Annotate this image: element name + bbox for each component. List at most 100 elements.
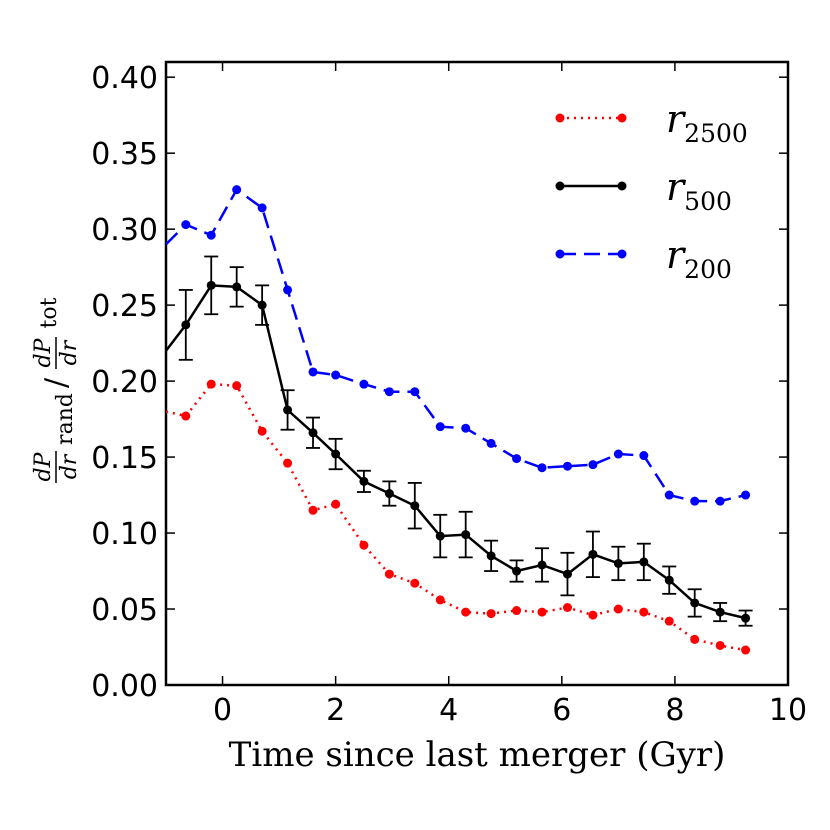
data-point-r200 <box>664 490 674 500</box>
data-point-r200 <box>741 490 751 500</box>
data-point-r500 <box>486 551 496 561</box>
data-point-r2500 <box>690 634 700 644</box>
data-point-r500 <box>206 280 216 290</box>
data-point-r2500 <box>308 505 318 515</box>
data-point-r2500 <box>410 578 420 588</box>
data-point-r2500 <box>741 645 751 655</box>
x-tick-label: 6 <box>552 693 571 728</box>
legend-marker-r2500 <box>555 113 565 123</box>
data-point-r500 <box>461 530 471 540</box>
data-point-r500 <box>537 560 547 570</box>
data-point-r200 <box>359 379 369 389</box>
legend-marker-r500 <box>617 181 627 191</box>
x-tick-label: 0 <box>213 693 232 728</box>
data-point-r500 <box>690 598 700 608</box>
legend-label-r200: r200 <box>666 233 732 284</box>
ticks-layer: 0 2 4 6 8 10 0.00 0.05 0.10 0.15 0.20 0.25 0.30 0.35 0… <box>91 61 807 728</box>
data-point-r2500 <box>512 606 522 616</box>
data-point-r200 <box>486 438 496 448</box>
data-point-r2500 <box>181 411 191 421</box>
svg-text:rand: rand <box>53 393 78 445</box>
series-layer <box>165 185 753 655</box>
data-point-r500 <box>512 566 522 576</box>
data-point-r500 <box>639 557 649 567</box>
y-tick-label: 0.35 <box>91 137 158 172</box>
svg-text:/: / <box>39 377 74 388</box>
data-point-r200 <box>384 387 394 397</box>
legend-entry-r500: r500 <box>555 165 732 216</box>
data-point-r500 <box>741 613 751 623</box>
data-point-r2500 <box>664 616 674 626</box>
data-point-r2500 <box>359 540 369 550</box>
x-tick-label: 10 <box>769 693 807 728</box>
x-tick-label: 4 <box>439 693 458 728</box>
data-point-r500 <box>331 449 341 459</box>
data-point-r2500 <box>562 603 572 613</box>
svg-text:tot: tot <box>37 297 62 328</box>
data-point-r2500 <box>639 607 649 617</box>
svg-text:dP: dP <box>31 337 56 367</box>
data-point-r2500 <box>384 569 394 579</box>
data-point-r200 <box>206 230 216 240</box>
data-point-r500 <box>359 476 369 486</box>
data-point-r500 <box>232 282 242 292</box>
svg-text:dr: dr <box>57 339 82 365</box>
series-r200 <box>165 185 751 506</box>
legend-marker-r500 <box>555 181 565 191</box>
data-point-r200 <box>181 220 191 230</box>
y-tick-label: 0.40 <box>91 61 158 96</box>
legend: r2500 r500 r200 <box>555 97 748 284</box>
data-point-r500 <box>664 575 674 585</box>
data-point-r200 <box>613 449 623 459</box>
data-point-r500 <box>613 558 623 568</box>
data-point-r2500 <box>257 426 267 436</box>
data-point-r200 <box>257 203 267 213</box>
data-point-r500 <box>308 428 318 438</box>
data-point-r200 <box>232 185 242 195</box>
x-tick-label: 8 <box>665 693 684 728</box>
series-line-r500 <box>165 284 746 620</box>
data-point-r2500 <box>461 607 471 617</box>
data-point-r2500 <box>537 607 547 617</box>
x-axis-label: Time since last merger (Gyr) <box>229 735 726 775</box>
data-point-r2500 <box>232 381 242 391</box>
y-tick-label: 0.15 <box>91 441 158 476</box>
data-point-r500 <box>181 320 191 330</box>
series-r500 <box>165 255 753 627</box>
data-point-r2500 <box>715 640 725 650</box>
data-point-r2500 <box>613 604 623 614</box>
data-point-r500 <box>562 569 572 579</box>
data-point-r2500 <box>283 458 293 468</box>
data-point-r200 <box>537 463 547 473</box>
data-point-r500 <box>435 531 445 541</box>
data-point-r200 <box>461 423 471 433</box>
data-point-r2500 <box>206 379 216 389</box>
data-point-r200 <box>308 367 318 377</box>
data-point-r200 <box>588 460 598 470</box>
legend-marker-r2500 <box>617 113 627 123</box>
data-point-r500 <box>715 607 725 617</box>
data-point-r200 <box>690 496 700 506</box>
series-line-r200 <box>165 187 746 503</box>
svg-text:dP: dP <box>31 451 56 481</box>
data-point-r2500 <box>588 610 598 620</box>
data-point-r500 <box>588 549 598 559</box>
data-point-r200 <box>410 387 420 397</box>
data-point-r200 <box>562 461 572 471</box>
legend-marker-r200 <box>555 249 565 259</box>
y-tick-label: 0.10 <box>91 517 158 552</box>
data-point-r200 <box>715 496 725 506</box>
y-tick-label: 0.00 <box>91 669 158 704</box>
data-point-r200 <box>435 422 445 432</box>
data-point-r500 <box>257 300 267 310</box>
data-point-r2500 <box>331 499 341 509</box>
data-point-r200 <box>283 285 293 295</box>
series-r2500 <box>165 379 751 655</box>
x-tick-label: 2 <box>326 693 345 728</box>
legend-entry-r200: r200 <box>555 233 732 284</box>
legend-entry-r2500: r2500 <box>555 97 748 148</box>
y-tick-label: 0.05 <box>91 593 158 628</box>
legend-label-r2500: r2500 <box>666 97 748 148</box>
legend-label-r500: r500 <box>666 165 732 216</box>
